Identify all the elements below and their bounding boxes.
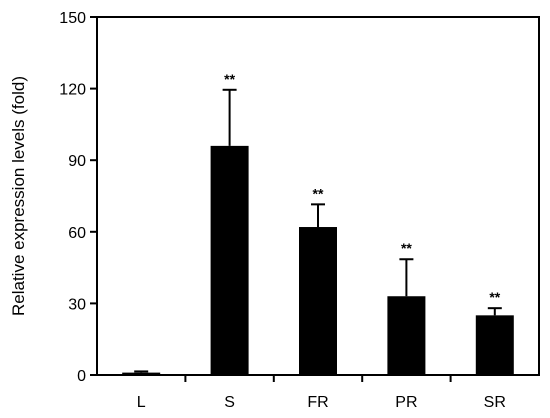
y-tick-label: 120	[59, 82, 86, 99]
bar-sr	[475, 315, 514, 375]
y-tick-label: 150	[59, 10, 86, 27]
x-tick-label: FR	[307, 394, 328, 411]
y-tick-label: 60	[68, 225, 86, 242]
y-tick-label: 90	[68, 153, 86, 170]
x-tick-label: L	[137, 394, 146, 411]
significance-label: **	[224, 71, 235, 87]
significance-label: **	[401, 240, 412, 256]
significance-label: **	[313, 185, 324, 201]
y-axis-title: Relative expression levels (fold)	[9, 76, 28, 316]
y-tick-label: 30	[68, 296, 86, 313]
x-tick-label: SR	[484, 394, 506, 411]
plot-area: 0 30 60 90 120 150 L S ** FR ** PR ** SR **	[59, 10, 540, 411]
x-tick-label: S	[224, 394, 235, 411]
bar-fr	[299, 227, 337, 375]
significance-label: **	[489, 289, 500, 305]
bar-pr	[387, 296, 426, 375]
bar-l	[122, 372, 161, 375]
y-tick-label: 0	[77, 368, 86, 385]
bar-s	[210, 145, 249, 375]
x-tick-label: PR	[395, 394, 417, 411]
